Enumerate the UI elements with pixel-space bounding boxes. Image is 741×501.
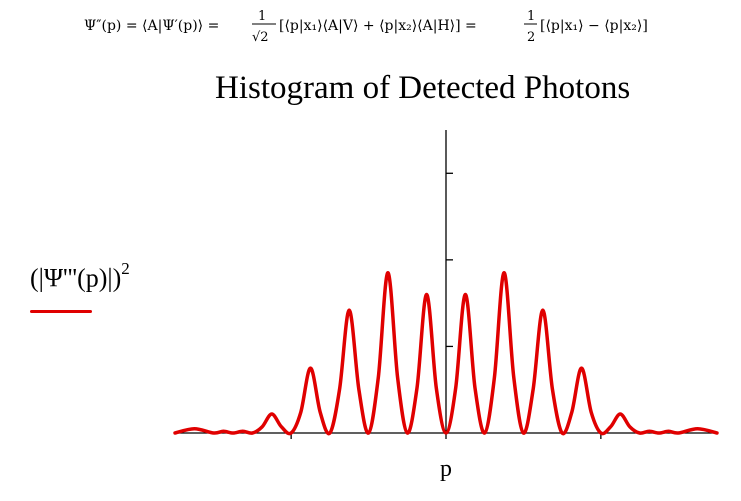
equation-frac2-denominator: 2 — [527, 30, 535, 45]
y-axis-label-text: (|Ψ'''(p)|) — [30, 263, 122, 293]
equation-tail: [⟨p|x₁⟩ − ⟨p|x₂⟩] — [540, 18, 648, 34]
y-axis-label-exponent: 2 — [121, 259, 130, 278]
equation: Ψ″(p) = ⟨A|Ψ′(p)⟩ = 1 √2 [⟨p|x₁⟩⟨A|V⟩ + … — [84, 9, 648, 45]
axes — [175, 130, 717, 439]
equation-frac1-denominator: √2 — [252, 30, 269, 45]
y-axis-label: (|Ψ'''(p)|)2 — [30, 259, 130, 294]
series-layer — [173, 271, 719, 436]
equation-lhs: Ψ″(p) = ⟨A|Ψ′(p)⟩ = — [84, 18, 219, 34]
series-line-0 — [173, 271, 719, 436]
y-axis-label-underline — [30, 310, 92, 313]
equation-frac2-numerator: 1 — [527, 9, 535, 24]
equation-frac1-numerator: 1 — [258, 9, 266, 24]
x-axis-label: p — [440, 456, 452, 482]
equation-middle: [⟨p|x₁⟩⟨A|V⟩ + ⟨p|x₂⟩⟨A|H⟩] = — [279, 18, 477, 34]
chart-title: Histogram of Detected Photons — [215, 70, 631, 106]
